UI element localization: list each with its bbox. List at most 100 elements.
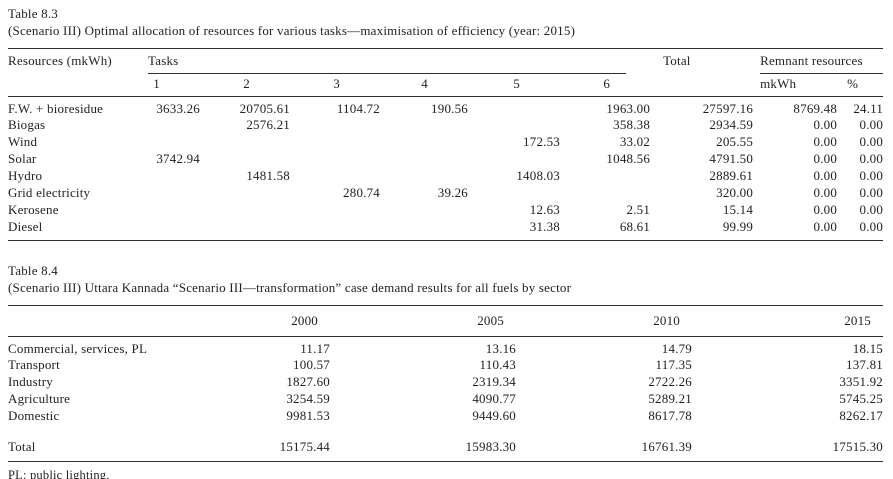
table1-label: Table 8.3 <box>8 6 58 21</box>
table-cell <box>290 168 380 185</box>
table-row: F.W. + bioresidue 3633.26 20705.61 1104.… <box>8 96 883 117</box>
table-cell: 205.55 <box>716 134 754 149</box>
table2-caption: (Scenario III) Uttara Kannada “Scenario … <box>8 279 572 295</box>
resource-row-label: F.W. + bioresidue <box>8 100 104 116</box>
table-cell: 0.00 <box>859 218 884 234</box>
table-row: Domestic 9981.53 9449.60 8617.78 8262.17 <box>8 408 883 425</box>
table-cell <box>468 151 560 168</box>
table-cell: 99.99 <box>722 218 754 234</box>
sector-column-header <box>8 305 250 336</box>
table-cell <box>290 117 380 134</box>
table-cell: 8617.78 <box>648 408 692 423</box>
table-cell: 1048.56 <box>606 151 651 166</box>
table2-header-row: 2000 2005 2010 2015 <box>8 305 883 336</box>
remnant-percent-column-header: % <box>847 75 859 91</box>
table-cell: 14.79 <box>661 340 692 356</box>
year-2010-column-header: 2010 <box>653 312 680 328</box>
table-cell: 39.26 <box>437 185 468 200</box>
total-column-header: Total <box>663 53 691 68</box>
sector-row-label: Agriculture <box>8 391 71 406</box>
total-row-label: Total <box>8 438 36 454</box>
table2: 2000 2005 2010 2015 Commercial, services… <box>8 304 883 462</box>
table-cell: 117.35 <box>655 357 692 372</box>
table-cell: 16761.39 <box>641 438 692 454</box>
table-cell: 8769.48 <box>793 100 838 116</box>
resource-row-label: Biogas <box>8 117 46 132</box>
resource-row-label: Wind <box>8 134 38 149</box>
table-cell: 2889.61 <box>709 168 754 183</box>
table-cell: 9449.60 <box>472 408 516 423</box>
resource-row-label: Hydro <box>8 168 43 183</box>
table-cell: 137.81 <box>846 357 883 372</box>
table-cell: 358.38 <box>613 117 651 132</box>
year-2015-column-header: 2015 <box>844 312 871 328</box>
sector-row-label: Industry <box>8 374 53 389</box>
table2-footnote: PL: public lighting. <box>8 467 110 479</box>
table-cell: 0.00 <box>813 202 838 217</box>
task-1-column-header: 1 <box>153 75 160 91</box>
table-cell: 2576.21 <box>246 117 290 132</box>
task-6-column-header: 6 <box>603 75 611 91</box>
table-cell <box>380 134 468 151</box>
table-cell <box>560 185 650 202</box>
table-cell: 1827.60 <box>286 374 330 389</box>
table-cell: 11.17 <box>300 340 330 356</box>
table-cell: 100.57 <box>293 357 330 372</box>
table-cell: 20705.61 <box>239 100 290 116</box>
table-cell: 5289.21 <box>648 391 692 406</box>
year-2005-column-header: 2005 <box>477 312 504 328</box>
table-row: Hydro 1481.58 1408.03 2889.61 0.00 0.00 <box>8 168 883 185</box>
table-cell: 172.53 <box>523 134 560 149</box>
table-cell: 2934.59 <box>709 117 754 132</box>
table-cell <box>290 134 380 151</box>
table-row: Industry 1827.60 2319.34 2722.26 3351.92 <box>8 374 883 391</box>
table-cell: 0.00 <box>859 134 884 149</box>
table1-group-header-row: Resources (mkWh) Tasks Total Remnant res… <box>8 49 884 74</box>
table-cell: 0.00 <box>813 134 838 149</box>
table-cell: 1963.00 <box>606 100 651 116</box>
table-cell <box>290 151 380 168</box>
table-cell <box>140 134 200 151</box>
table-cell <box>200 219 290 241</box>
resource-row-label: Grid electricity <box>8 185 91 200</box>
table-row: Diesel 31.38 68.61 99.99 0.00 0.00 <box>8 219 883 241</box>
table-cell: 33.02 <box>619 134 651 149</box>
table-row: Transport 100.57 110.43 117.35 137.81 <box>8 357 883 374</box>
table-cell <box>468 117 560 134</box>
table2-label: Table 8.4 <box>8 262 58 278</box>
task-4-column-header: 4 <box>421 75 428 91</box>
resource-row-label: Solar <box>8 151 37 166</box>
year-2000-column-header: 2000 <box>291 312 318 328</box>
table-cell <box>290 202 380 219</box>
table-cell: 0.00 <box>859 168 884 183</box>
table-cell: 2.51 <box>626 202 651 217</box>
table-cell: 1481.58 <box>246 168 290 183</box>
table-cell <box>140 219 200 241</box>
table-cell: 3742.94 <box>156 151 200 166</box>
table-cell: 2722.26 <box>648 374 692 389</box>
table-cell <box>380 168 468 185</box>
table-cell <box>468 96 560 117</box>
remnant-resources-column-group-header: Remnant resources <box>753 49 884 74</box>
table-row: Agriculture 3254.59 4090.77 5289.21 5745… <box>8 391 883 408</box>
table-cell <box>290 219 380 241</box>
table-cell <box>380 151 468 168</box>
table-cell: 13.16 <box>485 340 516 356</box>
table-cell: 0.00 <box>813 218 838 234</box>
table-cell: 15175.44 <box>279 438 330 454</box>
table-cell: 9981.53 <box>286 408 330 423</box>
tasks-column-group-label: Tasks <box>148 53 627 74</box>
resource-row-label: Diesel <box>8 218 43 234</box>
sector-row-label: Commercial, services, PL <box>8 340 148 356</box>
remnant-resources-column-group-label: Remnant resources <box>760 53 884 74</box>
task-5-column-header: 5 <box>513 75 520 91</box>
table-cell: 3633.26 <box>156 100 200 116</box>
table-cell: 4791.50 <box>709 151 754 166</box>
table-cell: 12.63 <box>529 202 560 217</box>
table-cell: 0.00 <box>813 151 838 166</box>
table-cell: 27597.16 <box>702 100 754 116</box>
table-cell <box>380 117 468 134</box>
table-row: Grid electricity 280.74 39.26 320.00 0.0… <box>8 185 883 202</box>
table-cell <box>200 151 290 168</box>
